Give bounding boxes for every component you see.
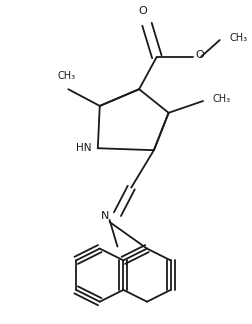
Text: CH₃: CH₃ (229, 33, 247, 43)
Text: N: N (100, 211, 108, 221)
Text: HN: HN (76, 143, 91, 153)
Text: O: O (195, 50, 203, 60)
Text: CH₃: CH₃ (212, 94, 230, 104)
Text: CH₃: CH₃ (57, 71, 75, 81)
Text: O: O (138, 6, 147, 17)
